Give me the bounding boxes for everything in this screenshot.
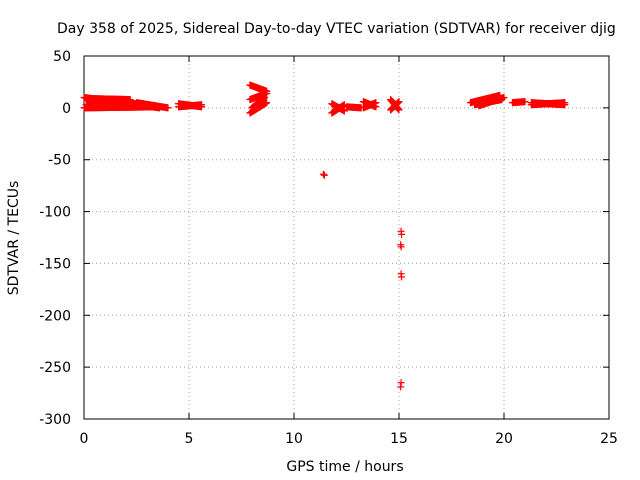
data-point xyxy=(398,230,406,238)
x-tick-label: 10 xyxy=(285,431,303,447)
data-point xyxy=(319,170,327,178)
data-point xyxy=(198,103,206,111)
data-point xyxy=(261,93,269,101)
data-point xyxy=(521,98,529,106)
y-tick-label: -200 xyxy=(39,308,71,324)
data-point xyxy=(320,171,328,179)
x-tick-label: 20 xyxy=(495,431,513,447)
axes xyxy=(83,55,610,420)
plot-frame xyxy=(83,55,610,420)
data-point xyxy=(164,104,172,112)
y-axis-label: SDTVAR / TECUs xyxy=(6,181,22,296)
data-point xyxy=(397,243,405,251)
data-point xyxy=(340,107,348,115)
chart-title: Day 358 of 2025, Sidereal Day-to-day VTE… xyxy=(57,21,616,37)
data-point xyxy=(395,106,403,114)
data-point xyxy=(263,99,271,107)
y-tick-label: 50 xyxy=(53,49,71,65)
data-point xyxy=(397,383,405,391)
y-tick-label: -300 xyxy=(39,412,71,428)
y-tick-label: -100 xyxy=(39,205,71,221)
y-tick-label: -50 xyxy=(48,153,71,169)
data-point xyxy=(263,89,271,97)
data-point xyxy=(398,273,406,281)
x-tick-labels: 0 5 10 15 20 25 xyxy=(80,431,618,447)
x-axis-label: GPS time / hours xyxy=(286,459,403,475)
data-points xyxy=(80,81,569,391)
x-tick-label: 5 xyxy=(185,431,194,447)
data-point xyxy=(372,99,380,107)
x-tick-label: 0 xyxy=(80,431,89,447)
y-tick-label: -150 xyxy=(39,256,71,272)
data-point xyxy=(500,93,508,101)
y-tick-labels: 50 0 -50 -100 -150 -200 -250 -300 xyxy=(39,49,71,428)
data-point xyxy=(395,98,403,106)
x-tick-label: 25 xyxy=(600,431,618,447)
grid xyxy=(84,56,609,419)
data-point xyxy=(561,101,569,109)
y-tick-label: -250 xyxy=(39,360,71,376)
y-tick-label: 0 xyxy=(62,101,71,117)
x-tick-label: 15 xyxy=(390,431,408,447)
